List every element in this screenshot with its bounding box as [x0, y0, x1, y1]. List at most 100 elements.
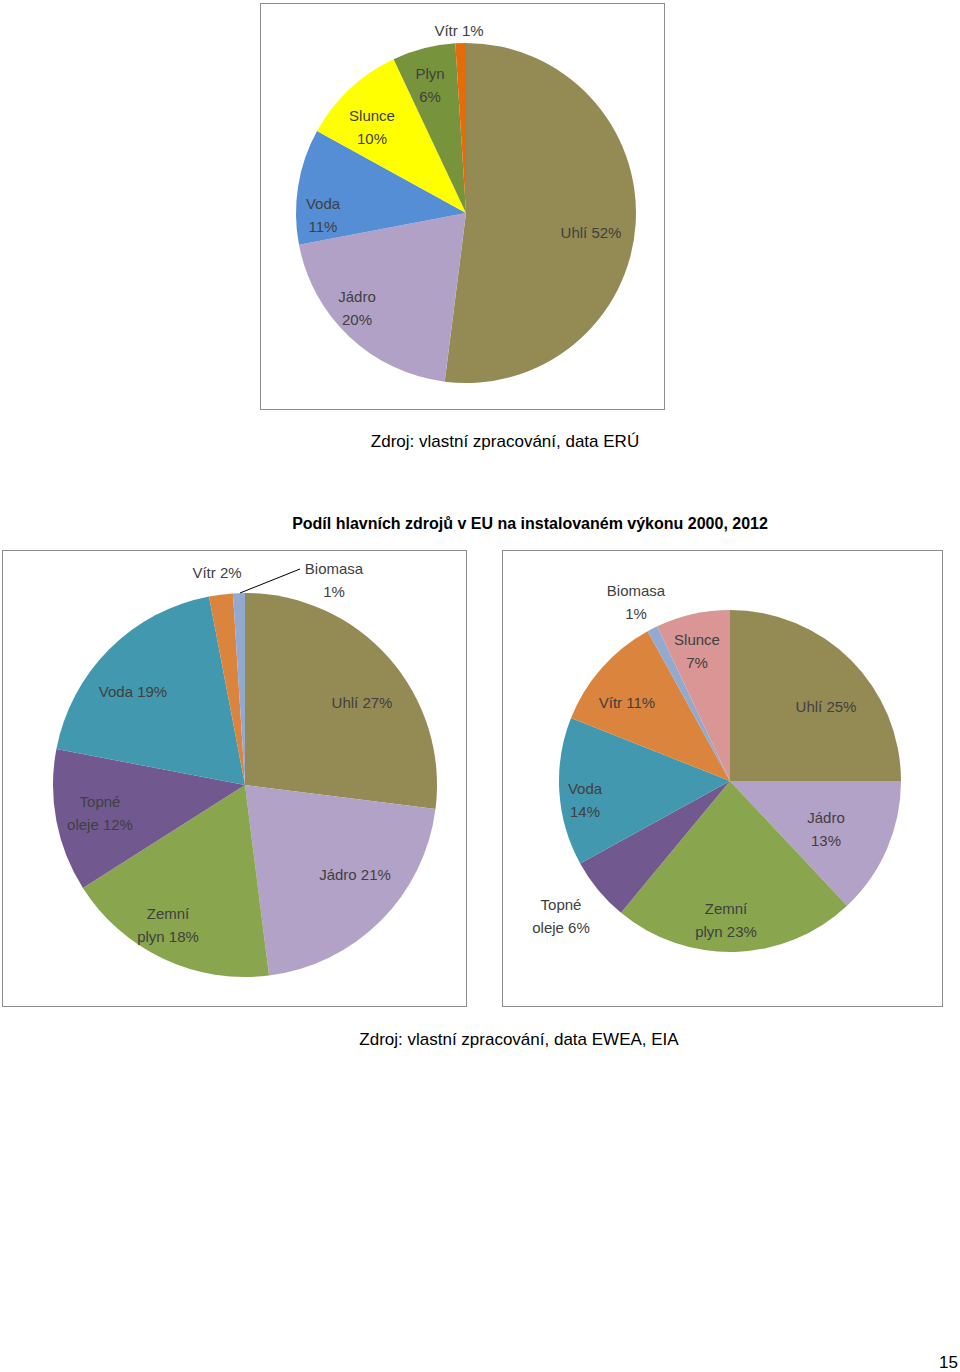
label-part: Uhlí — [332, 694, 360, 711]
pie-slice — [730, 610, 901, 781]
chart-frame — [503, 551, 943, 1007]
data-labels: Uhlí 27% Jádro 21% Zemní plyn 18% Topné oleje… — [67, 560, 392, 945]
slice-label: Vítr 2% — [192, 564, 241, 581]
slice-label: Voda — [306, 195, 341, 212]
slice-label: plyn 23% — [695, 923, 757, 940]
label-part: 1% — [625, 605, 647, 622]
pie-slice — [233, 593, 245, 785]
slice-label: Zemní — [705, 900, 748, 917]
pie-slice — [445, 43, 636, 383]
label-part: 27% — [358, 694, 392, 711]
pie-chart: Uhlí 27% Jádro 21% Zemní plyn 18% Topné oleje… — [3, 551, 467, 1007]
slice-label: 14% — [570, 803, 600, 820]
label-part: Slunce — [674, 631, 720, 648]
label-part: 7% — [686, 654, 708, 671]
pie-slice — [657, 610, 730, 781]
label-part: 18% — [165, 928, 199, 945]
label-part: 2% — [216, 564, 242, 581]
slices — [296, 43, 636, 383]
label-part: plyn — [137, 928, 165, 945]
chart-frame — [3, 551, 467, 1007]
leader-line — [240, 569, 300, 593]
label-part: oleje — [532, 919, 564, 936]
label-part: Plyn — [415, 65, 444, 82]
pie-slice — [245, 785, 435, 975]
label-part: 21% — [357, 866, 391, 883]
label-part: 20% — [342, 311, 372, 328]
slice-label: Voda 19% — [99, 683, 167, 700]
slices — [559, 610, 901, 952]
chart-frame — [261, 4, 665, 410]
pie-slice — [394, 43, 466, 213]
slice-label: 11% — [309, 218, 338, 235]
slice-label: 1% — [323, 583, 345, 600]
slice-label: Slunce — [674, 631, 720, 648]
label-part: 13% — [811, 832, 841, 849]
slice-label: Biomasa — [305, 560, 364, 577]
label-part: 1% — [458, 22, 484, 39]
slice-label: Uhlí 52% — [561, 224, 622, 241]
label-part: Voda — [306, 195, 341, 212]
pie-slice — [455, 43, 466, 213]
pie-slice — [245, 593, 437, 809]
slice-label: Jádro — [338, 288, 376, 305]
slices — [53, 593, 437, 977]
label-part: Topné — [80, 793, 121, 810]
label-part: 52% — [587, 224, 621, 241]
slice-label: Vítr 1% — [434, 22, 483, 39]
slice-label: Jádro — [807, 809, 845, 826]
label-part: Vítr — [434, 22, 457, 39]
pie-slice — [209, 593, 245, 785]
label-part: 11% — [622, 694, 655, 711]
label-part: 25% — [822, 698, 856, 715]
label-part: 6% — [564, 919, 590, 936]
label-part: Topné — [541, 896, 582, 913]
slice-label: Voda — [568, 780, 603, 797]
page-number: 15 — [939, 1353, 958, 1372]
label-part: 6% — [419, 88, 441, 105]
label-part: plyn — [695, 923, 723, 940]
slice-label: Uhlí 25% — [796, 698, 857, 715]
slice-label: oleje 6% — [532, 919, 590, 936]
slice-label: 7% — [686, 654, 708, 671]
slice-label: Vítr 11% — [599, 694, 655, 711]
slice-label: 6% — [419, 88, 441, 105]
label-part: Uhlí — [561, 224, 589, 241]
pie-chart: Uhlí 52% Jádro 20% Voda 11% Slunce 10% Plyn 6% Ví… — [261, 4, 665, 410]
slice-label: Plyn — [415, 65, 444, 82]
label-part: Zemní — [705, 900, 748, 917]
slice-label: plyn 18% — [137, 928, 199, 945]
page: Uhlí 52% Jádro 20% Voda 11% Slunce 10% Plyn 6% Ví… — [0, 0, 960, 1372]
slice-label: Uhlí 27% — [332, 694, 393, 711]
label-part: Biomasa — [305, 560, 364, 577]
label-part: 14% — [570, 803, 600, 820]
label-part: Biomasa — [607, 582, 666, 599]
slice-label: Topné — [541, 896, 582, 913]
label-part: Jádro — [319, 866, 357, 883]
data-labels: Uhlí 52% Jádro 20% Voda 11% Slunce 10% Plyn 6% Ví… — [306, 22, 622, 328]
label-part: Vítr — [192, 564, 215, 581]
slice-label: Topné — [80, 793, 121, 810]
label-part: 12% — [99, 816, 133, 833]
label-part: Zemní — [147, 905, 190, 922]
label-part: 10% — [357, 130, 387, 147]
label-part: 23% — [723, 923, 757, 940]
label-part: Voda — [568, 780, 603, 797]
source-note: Zdroj: vlastní zpracování, data ERÚ — [371, 432, 639, 451]
slice-label: Slunce — [349, 107, 395, 124]
label-part: 19% — [133, 683, 167, 700]
label-part: Jádro — [807, 809, 845, 826]
slice-label: 20% — [342, 311, 372, 328]
label-part: Jádro — [338, 288, 376, 305]
slice-label: Zemní — [147, 905, 190, 922]
label-part: Uhlí — [796, 698, 824, 715]
label-part: Voda — [99, 683, 134, 700]
pie-chart: Uhlí 25% Jádro 13% Zemní plyn 23% Topné oleje … — [503, 551, 943, 1007]
data-labels: Uhlí 25% Jádro 13% Zemní plyn 23% Topné oleje … — [532, 582, 856, 940]
label-part: 1% — [323, 583, 345, 600]
slice-label: 1% — [625, 605, 647, 622]
slice-label: 13% — [811, 832, 841, 849]
label-part: 11% — [309, 218, 338, 235]
heading: Podíl hlavních zdrojů v EU na instalovan… — [292, 515, 768, 532]
label-part: oleje — [67, 816, 99, 833]
